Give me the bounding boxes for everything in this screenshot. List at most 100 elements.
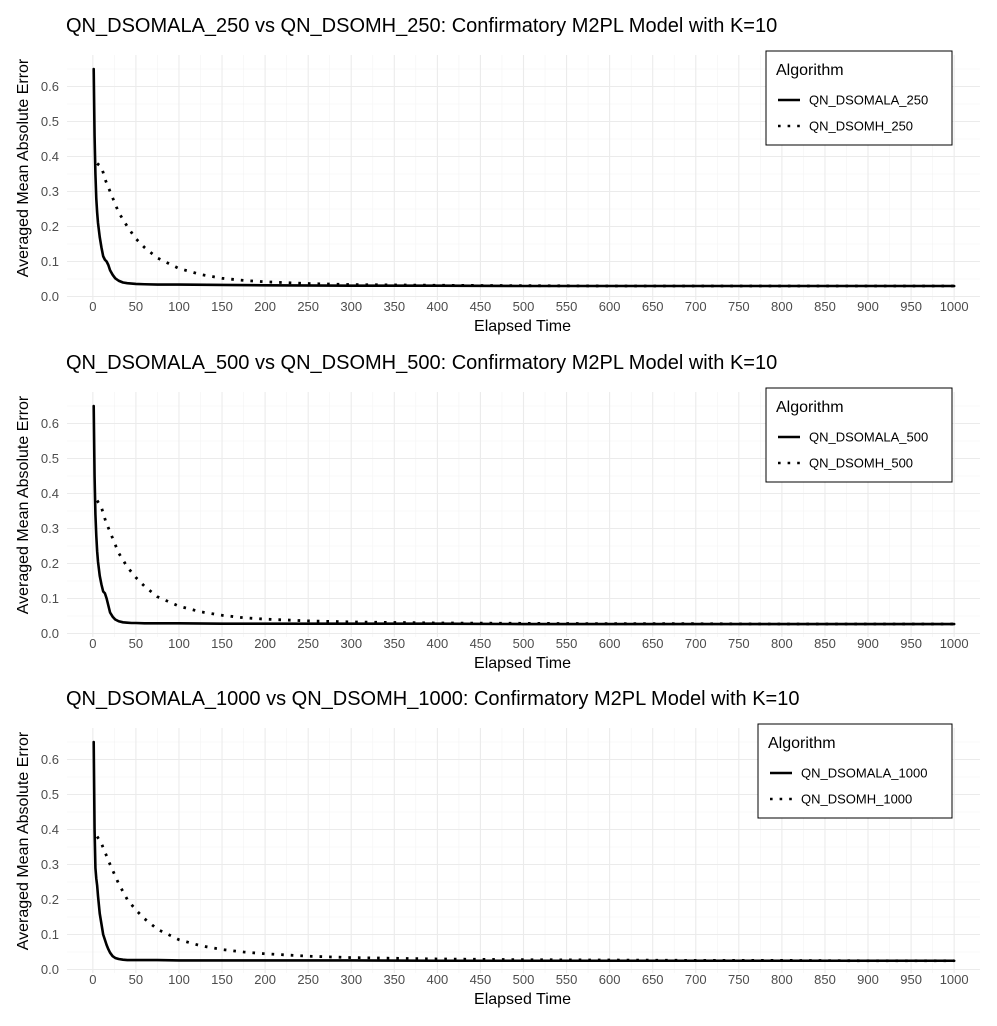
x-tick-label: 800 [771,299,793,314]
x-axis-title: Elapsed Time [474,991,571,1008]
y-tick-label: 0.3 [41,521,59,536]
chart-title: QN_DSOMALA_250 vs QN_DSOMH_250: Confirma… [66,15,777,37]
y-tick-label: 0.3 [41,857,59,872]
x-tick-label: 750 [728,299,750,314]
x-tick-label: 450 [470,636,492,651]
chart-panel: 0.0 0.1 0.2 0.3 0.4 0.5 0.6 0 50 100 150 200 250 300 3… [15,352,980,672]
x-axis-title: Elapsed Time [474,318,571,335]
x-tick-label: 650 [642,972,664,987]
x-tick-label: 400 [427,636,449,651]
legend: Algorithm QN_DSOMALA_250 QN_DSOMH_250 [765,50,953,146]
legend: Algorithm QN_DSOMALA_1000 QN_DSOMH_1000 [757,723,953,819]
x-tick-label: 500 [513,636,535,651]
y-tick-label: 0.5 [41,451,59,466]
x-tick-label: 550 [556,972,578,987]
chart-panel: 0.0 0.1 0.2 0.3 0.4 0.5 0.6 0 50 100 150 200 250 300 3… [15,15,980,335]
legend-box [757,723,953,819]
x-tick-label: 450 [470,972,492,987]
y-tick-label: 0.1 [41,254,59,269]
x-tick-label: 500 [513,972,535,987]
y-tick-label: 0.0 [41,289,59,304]
x-tick-label: 300 [340,636,362,651]
x-tick-label: 100 [168,299,190,314]
x-axis-title: Elapsed Time [474,655,571,672]
x-tick-label: 950 [900,299,922,314]
x-tick-label: 1000 [940,972,969,987]
x-tick-label: 200 [254,299,276,314]
legend-item-label: QN_DSOMH_250 [809,119,913,134]
series-group [92,740,956,963]
series-line-dotted [95,835,955,963]
legend-item-label: QN_DSOMH_500 [809,456,913,471]
gridlines [67,55,980,300]
x-tick-label: 850 [814,972,836,987]
x-tick-labels: 0 50 100 150 200 250 300 350 400 450 500 550 600 650 7… [89,299,968,314]
series-group [92,67,956,288]
x-tick-label: 950 [900,636,922,651]
x-tick-label: 300 [340,972,362,987]
y-tick-label: 0.2 [41,219,59,234]
chart-title: QN_DSOMALA_1000 vs QN_DSOMH_1000: Confir… [66,688,799,710]
x-tick-label: 200 [254,972,276,987]
x-tick-labels: 0 50 100 150 200 250 300 350 400 450 500 550 600 650 7… [89,636,968,651]
legend-item-label: QN_DSOMALA_1000 [801,766,927,781]
legend-title: Algorithm [776,399,844,416]
x-tick-label: 150 [211,972,233,987]
y-axis-title: Averaged Mean Absolute Error [15,58,32,277]
y-tick-label: 0.2 [41,892,59,907]
y-tick-label: 0.1 [41,591,59,606]
x-tick-label: 550 [556,299,578,314]
x-tick-label: 800 [771,636,793,651]
x-tick-label: 450 [470,299,492,314]
x-tick-label: 900 [857,636,879,651]
x-tick-labels: 0 50 100 150 200 250 300 350 400 450 500 550 600 650 7… [89,972,968,987]
y-tick-label: 0.3 [41,184,59,199]
chart-title: QN_DSOMALA_500 vs QN_DSOMH_500: Confirma… [66,352,777,374]
x-tick-label: 900 [857,299,879,314]
x-tick-label: 600 [599,636,621,651]
x-tick-label: 400 [427,972,449,987]
y-tick-label: 0.4 [41,149,59,164]
series-line-dotted [95,499,955,626]
x-tick-label: 850 [814,636,836,651]
y-tick-label: 0.6 [41,416,59,431]
y-tick-label: 0.6 [41,752,59,767]
x-tick-label: 0 [89,972,96,987]
x-tick-label: 400 [427,299,449,314]
y-tick-label: 0.0 [41,626,59,641]
legend-box [765,387,953,483]
series-line-solid [92,67,956,288]
y-tick-labels: 0.0 0.1 0.2 0.3 0.4 0.5 0.6 [41,416,59,641]
y-tick-labels: 0.0 0.1 0.2 0.3 0.4 0.5 0.6 [41,752,59,977]
series-group [92,404,956,626]
legend-title: Algorithm [776,62,844,79]
y-tick-label: 0.5 [41,114,59,129]
legend-item-label: QN_DSOMH_1000 [801,792,912,807]
y-tick-label: 0.4 [41,486,59,501]
x-tick-label: 50 [129,636,143,651]
x-tick-label: 700 [685,299,707,314]
x-tick-label: 700 [685,972,707,987]
y-tick-label: 0.2 [41,556,59,571]
x-tick-label: 600 [599,972,621,987]
x-tick-label: 100 [168,636,190,651]
x-tick-label: 500 [513,299,535,314]
chart-panel: 0.0 0.1 0.2 0.3 0.4 0.5 0.6 0 50 100 150 200 250 300 3… [15,688,980,1008]
x-tick-label: 750 [728,972,750,987]
x-tick-label: 100 [168,972,190,987]
x-tick-label: 850 [814,299,836,314]
y-tick-labels: 0.0 0.1 0.2 0.3 0.4 0.5 0.6 [41,79,59,304]
x-tick-label: 700 [685,636,707,651]
legend-item-label: QN_DSOMALA_250 [809,93,928,108]
x-tick-label: 0 [89,636,96,651]
x-tick-label: 50 [129,972,143,987]
x-tick-label: 900 [857,972,879,987]
y-tick-label: 0.4 [41,822,59,837]
x-tick-label: 350 [383,636,405,651]
x-tick-label: 350 [383,972,405,987]
y-tick-label: 0.0 [41,962,59,977]
y-axis-title: Averaged Mean Absolute Error [15,731,32,950]
legend-title: Algorithm [768,735,836,752]
